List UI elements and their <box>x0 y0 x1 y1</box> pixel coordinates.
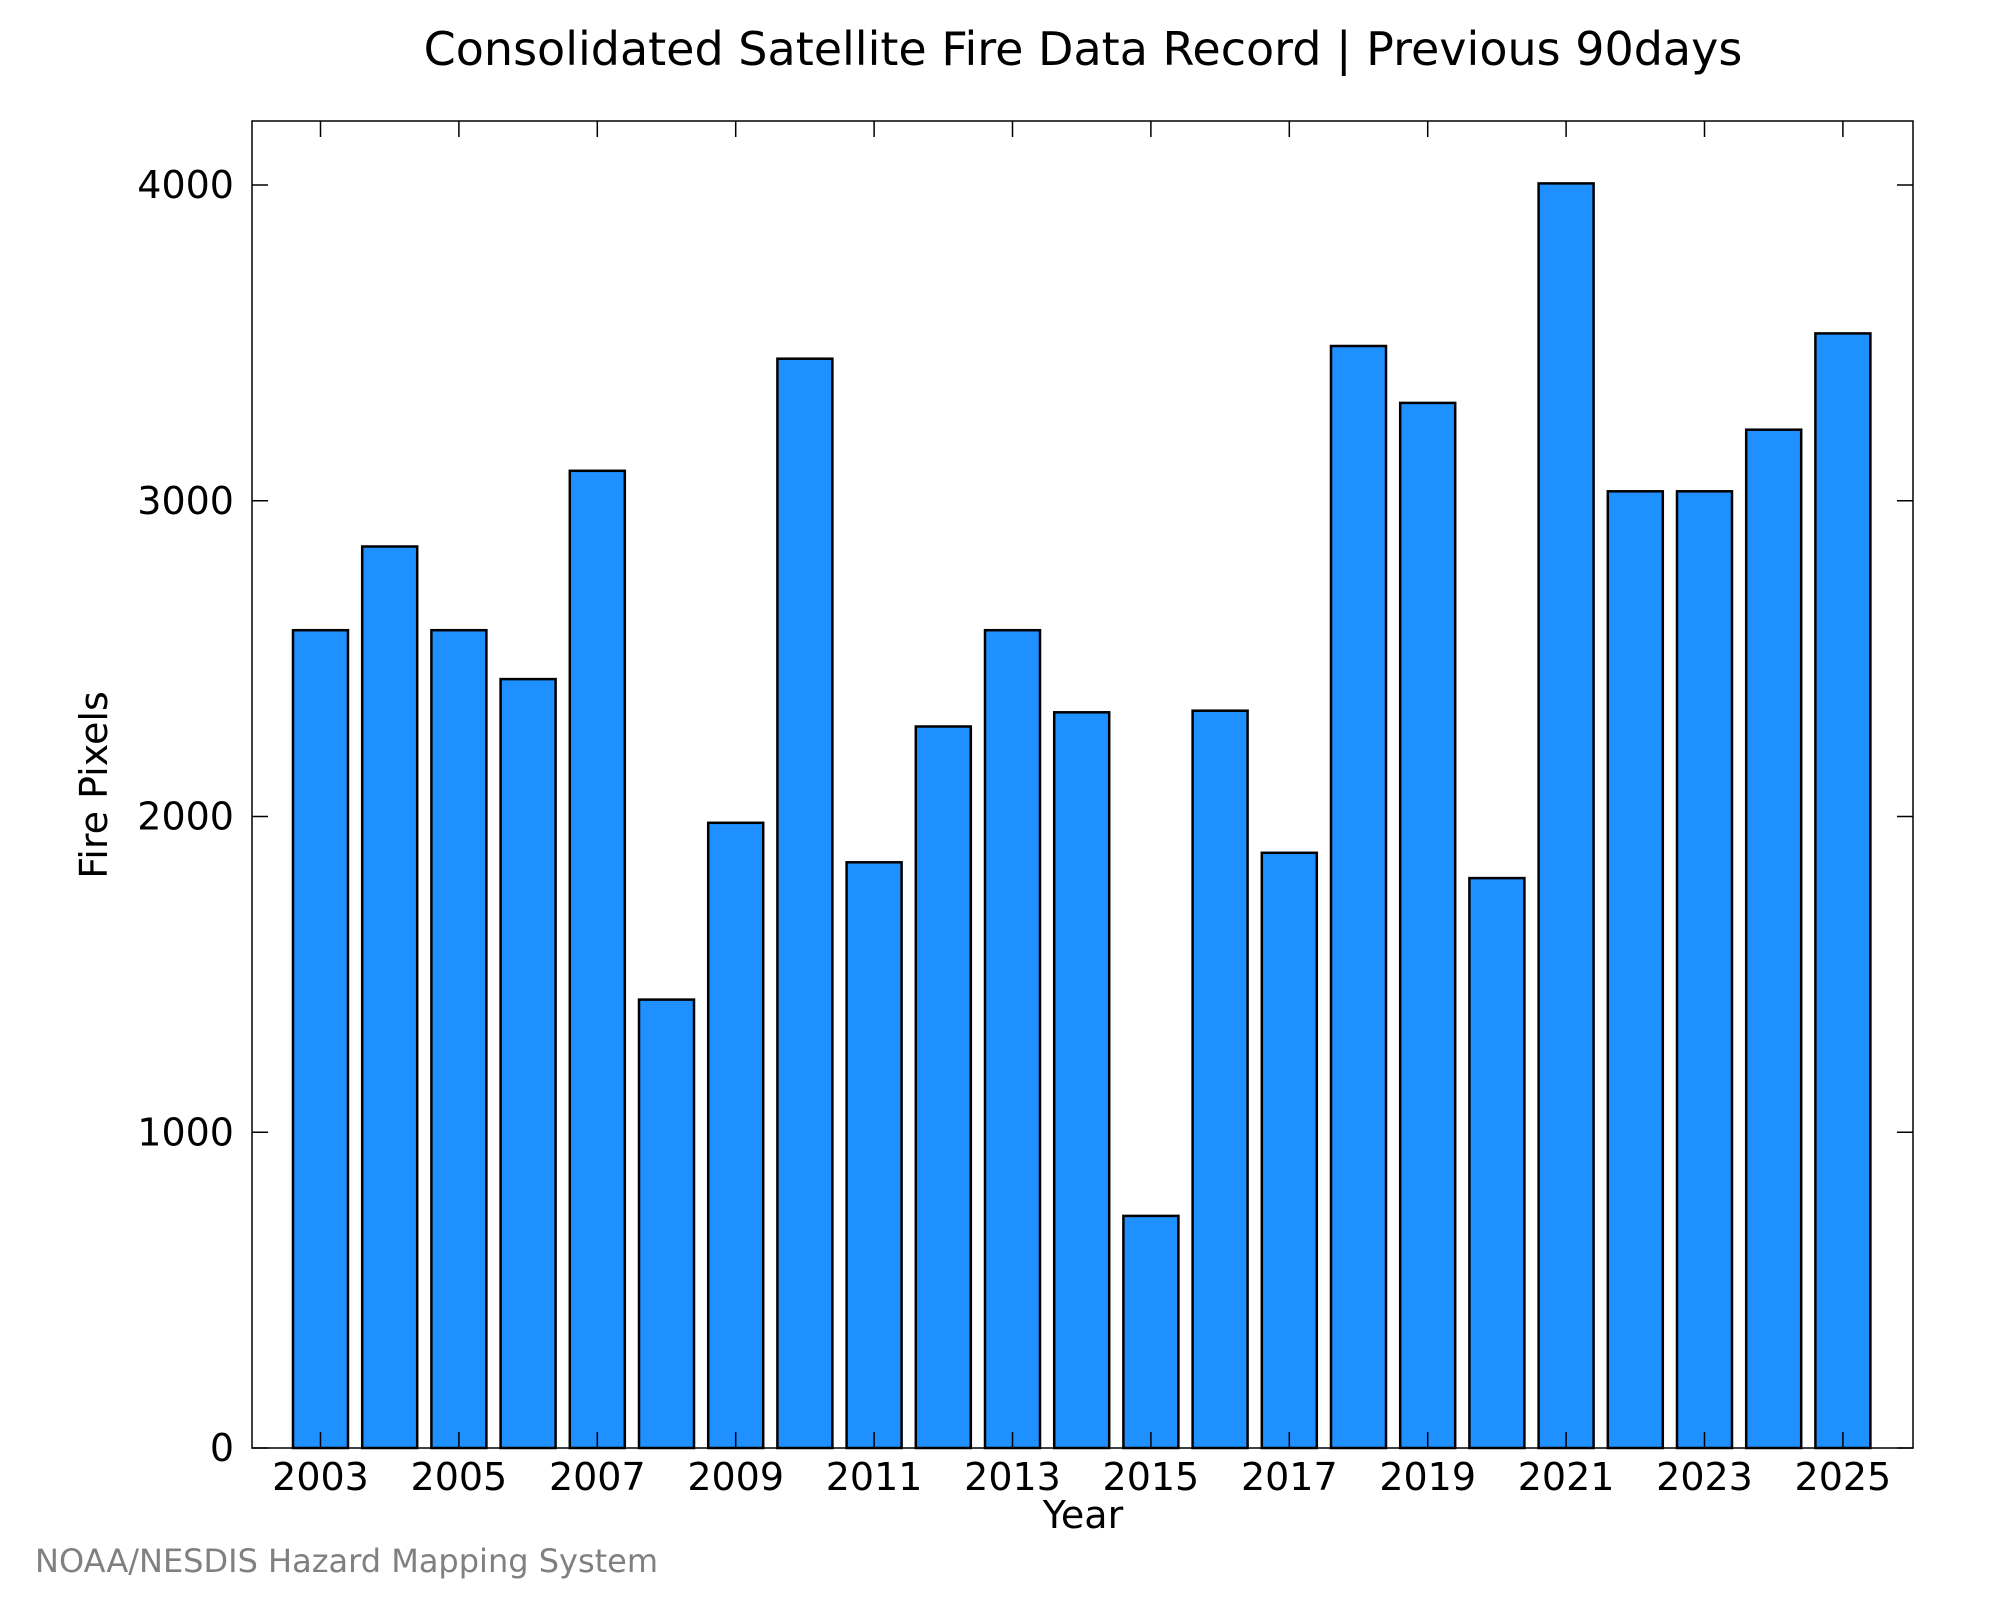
bar-2012 <box>914 725 973 1450</box>
x-tick-label-2025: 2025 <box>1795 1455 1892 1499</box>
x-tick-label-2011: 2011 <box>826 1455 923 1499</box>
y-tick-label-1000: 1000 <box>137 1110 234 1154</box>
y-axis-label: Fire Pixels <box>72 691 116 879</box>
bar-2014 <box>1052 711 1111 1450</box>
x-tick-label-2007: 2007 <box>549 1455 646 1499</box>
x-tick-label-2015: 2015 <box>1103 1455 1200 1499</box>
bar-2013 <box>983 628 1042 1450</box>
bar-2019 <box>1398 401 1457 1450</box>
x-axis-label: Year <box>1042 1493 1124 1537</box>
y-tick-label-2000: 2000 <box>137 795 234 839</box>
bar-2009 <box>706 821 765 1450</box>
bar-2018 <box>1329 344 1388 1450</box>
bar-2024 <box>1744 428 1803 1450</box>
bar-group <box>291 182 1872 1450</box>
y-tick-label-4000: 4000 <box>137 163 234 207</box>
bar-2003 <box>291 628 350 1450</box>
bar-2021 <box>1537 182 1595 1450</box>
bar-2020 <box>1468 876 1526 1450</box>
bar-2015 <box>1122 1214 1180 1450</box>
bar-2017 <box>1260 851 1319 1450</box>
x-tick-label-2013: 2013 <box>964 1455 1061 1499</box>
x-tick-label-2009: 2009 <box>687 1455 784 1499</box>
bar-2011 <box>845 861 903 1450</box>
bar-2007 <box>568 469 627 1450</box>
bar-2008 <box>637 998 696 1450</box>
x-tick-label-2019: 2019 <box>1379 1455 1476 1499</box>
y-tick-label-0: 0 <box>210 1426 234 1470</box>
bar-2005 <box>430 628 488 1450</box>
x-tick-label-2017: 2017 <box>1241 1455 1338 1499</box>
tick-group <box>252 121 1913 1449</box>
y-tick-labels: 0 1000 2000 3000 4000 <box>137 163 234 1470</box>
chart-title: Consolidated Satellite Fire Data Record … <box>424 22 1743 77</box>
bar-2010 <box>776 357 834 1450</box>
x-tick-label-2021: 2021 <box>1518 1455 1615 1499</box>
x-tick-label-2005: 2005 <box>411 1455 508 1499</box>
bar-2022 <box>1606 490 1665 1450</box>
y-tick-label-3000: 3000 <box>137 479 234 523</box>
credit-text: NOAA/NESDIS Hazard Mapping System <box>35 1542 658 1580</box>
bar-2004 <box>360 545 419 1450</box>
x-tick-labels: 2003 2005 2007 2009 2011 2013 2015 2017 2019 2021… <box>272 1455 1891 1499</box>
bar-2006 <box>499 677 557 1450</box>
x-tick-label-2003: 2003 <box>272 1455 369 1499</box>
bar-2016 <box>1191 709 1249 1450</box>
x-tick-label-2023: 2023 <box>1656 1455 1753 1499</box>
bar-2023 <box>1675 490 1734 1450</box>
bar-2025 <box>1814 332 1872 1450</box>
